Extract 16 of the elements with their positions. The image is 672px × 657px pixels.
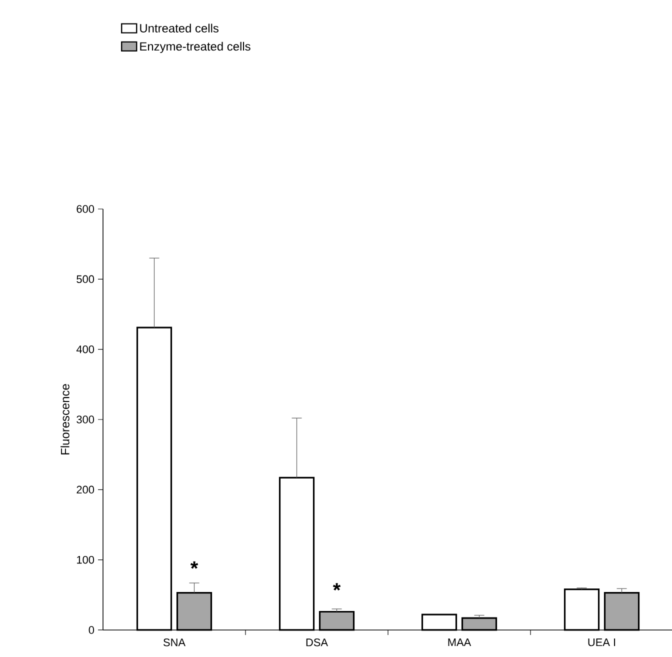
legend-label: Untreated cells <box>140 24 218 32</box>
y-tick-label: 300 <box>76 416 94 424</box>
annotation: * <box>190 561 198 569</box>
y-tick-label: 400 <box>76 345 94 354</box>
x-tick-label: UEA I <box>588 638 616 646</box>
annotation: * <box>332 583 341 591</box>
y-tick-label: 0 <box>88 626 94 634</box>
y-tick-label: 100 <box>77 556 94 564</box>
x-tick-label: MAA <box>448 638 472 646</box>
y-axis-title: Fluorescence <box>60 384 70 454</box>
legend-label: Enzyme-treated cells <box>140 42 250 54</box>
y-tick-label: 500 <box>76 275 94 284</box>
y-tick-label: 200 <box>76 486 94 494</box>
y-tick-label: 600 <box>76 205 94 213</box>
x-tick-label: DSA <box>306 638 328 646</box>
x-tick-label: SNA <box>163 638 186 646</box>
